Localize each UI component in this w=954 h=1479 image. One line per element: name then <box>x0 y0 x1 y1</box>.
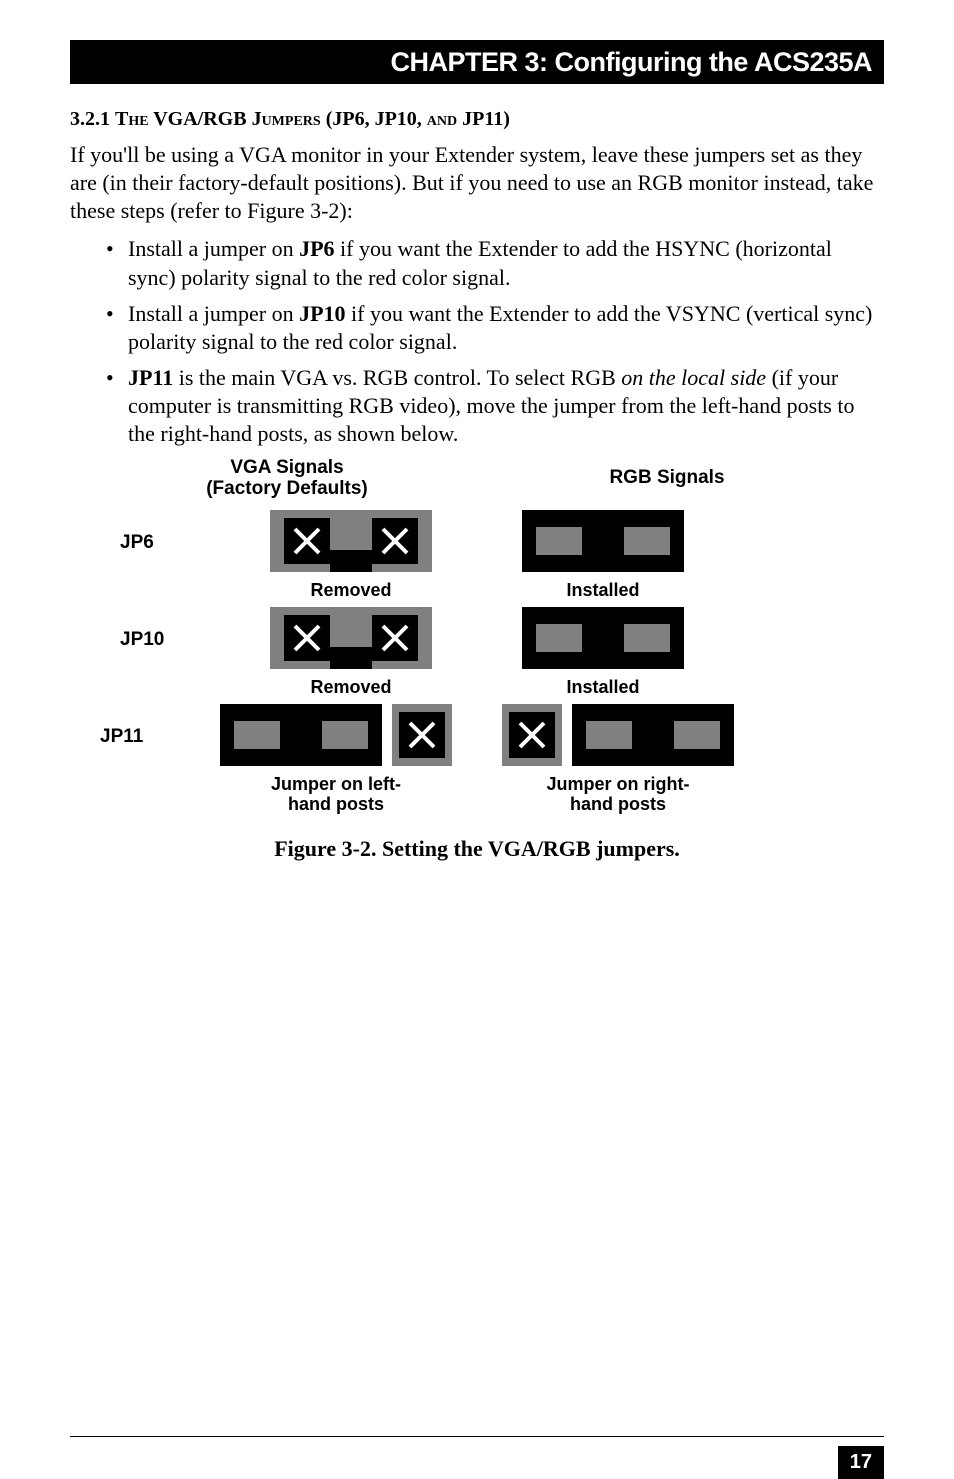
instruction-list: Install a jumper on JP6 if you want the … <box>106 235 884 448</box>
caption: Installed <box>522 678 684 698</box>
jumper-installed-icon <box>522 510 684 572</box>
jp11-label: JP11 <box>100 726 143 748</box>
jp10-label: JP10 <box>120 629 164 651</box>
caption: Jumper on right- hand posts <box>502 775 734 815</box>
jp10-rgb-diagram: Installed <box>522 607 684 698</box>
jumper-right-posts-icon <box>502 704 734 766</box>
jumper-row-jp6: JP6 Removed Installed <box>70 510 884 601</box>
caption: Removed <box>270 581 432 601</box>
page-number: 17 <box>838 1446 884 1479</box>
jumper-row-jp10: JP10 Removed Installed <box>70 607 884 698</box>
jp11-rgb-diagram: Jumper on right- hand posts <box>502 704 734 815</box>
list-item: Install a jumper on JP10 if you want the… <box>106 300 884 356</box>
caption: Jumper on left- hand posts <box>220 775 452 815</box>
list-item: JP11 is the main VGA vs. RGB control. To… <box>106 364 884 448</box>
intro-paragraph: If you'll be using a VGA monitor in your… <box>70 141 884 225</box>
footer-rule <box>70 1436 884 1437</box>
jumper-row-jp11: JP11 Jumper on left- hand posts Jumper o… <box>70 704 884 815</box>
chapter-header: CHAPTER 3: Configuring the ACS235A <box>70 40 884 84</box>
caption: Installed <box>522 581 684 601</box>
jp11-vga-diagram: Jumper on left- hand posts <box>220 704 452 815</box>
jp10-vga-diagram: Removed <box>270 607 432 698</box>
jp6-label: JP6 <box>120 532 154 554</box>
column-titles: VGA Signals (Factory Defaults) RGB Signa… <box>70 457 884 501</box>
jp6-vga-diagram: Removed <box>270 510 432 601</box>
page-footer: 17 <box>70 1436 884 1437</box>
section-title: 3.2.1 The VGA/RGB Jumpers (JP6, JP10, an… <box>70 108 884 131</box>
vga-column-title: VGA Signals (Factory Defaults) <box>187 457 387 501</box>
jumper-removed-icon <box>270 607 432 669</box>
jumper-left-posts-icon <box>220 704 452 766</box>
figure-caption: Figure 3-2. Setting the VGA/RGB jumpers. <box>70 836 884 862</box>
caption: Removed <box>270 678 432 698</box>
jp6-rgb-diagram: Installed <box>522 510 684 601</box>
jumper-removed-icon <box>270 510 432 572</box>
rgb-column-title: RGB Signals <box>567 457 767 501</box>
chapter-title: CHAPTER 3: Configuring the ACS235A <box>390 47 872 78</box>
jumper-installed-icon <box>522 607 684 669</box>
figure-3-2: VGA Signals (Factory Defaults) RGB Signa… <box>70 457 884 863</box>
list-item: Install a jumper on JP6 if you want the … <box>106 235 884 291</box>
